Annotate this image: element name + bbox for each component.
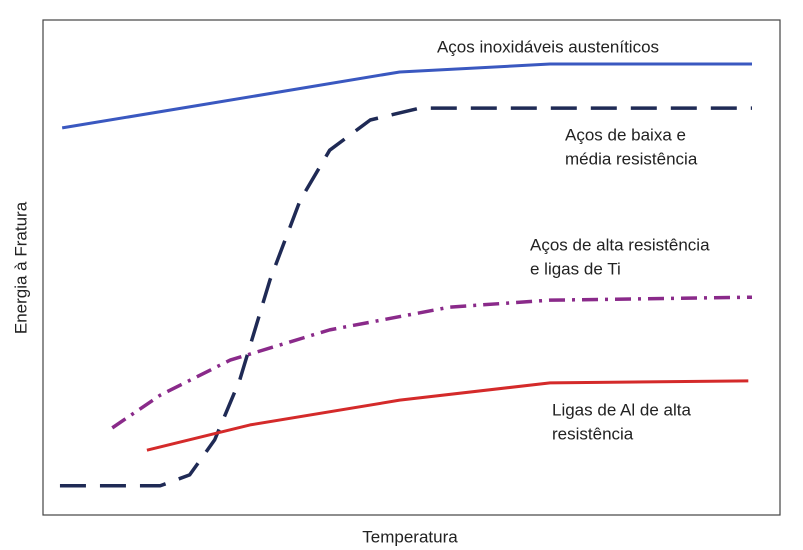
- x-axis-label: Temperatura: [362, 527, 458, 546]
- series-label: resistência: [552, 424, 634, 443]
- series-label: Aços inoxidáveis austeníticos: [437, 37, 659, 56]
- series-label: Ligas de Al de alta: [552, 400, 691, 419]
- series-label: Aços de baixa e: [565, 125, 686, 144]
- series-line: [111, 295, 753, 430]
- series-line: [146, 379, 749, 452]
- y-axis-label: Energia à Fratura: [11, 201, 30, 334]
- series-label: e ligas de Ti: [530, 259, 621, 278]
- plot-frame: [42, 19, 781, 516]
- series-line: [59, 106, 752, 488]
- series-line: [61, 62, 752, 130]
- series-label: média resistência: [565, 149, 698, 168]
- series-label: Aços de alta resistência: [530, 235, 710, 254]
